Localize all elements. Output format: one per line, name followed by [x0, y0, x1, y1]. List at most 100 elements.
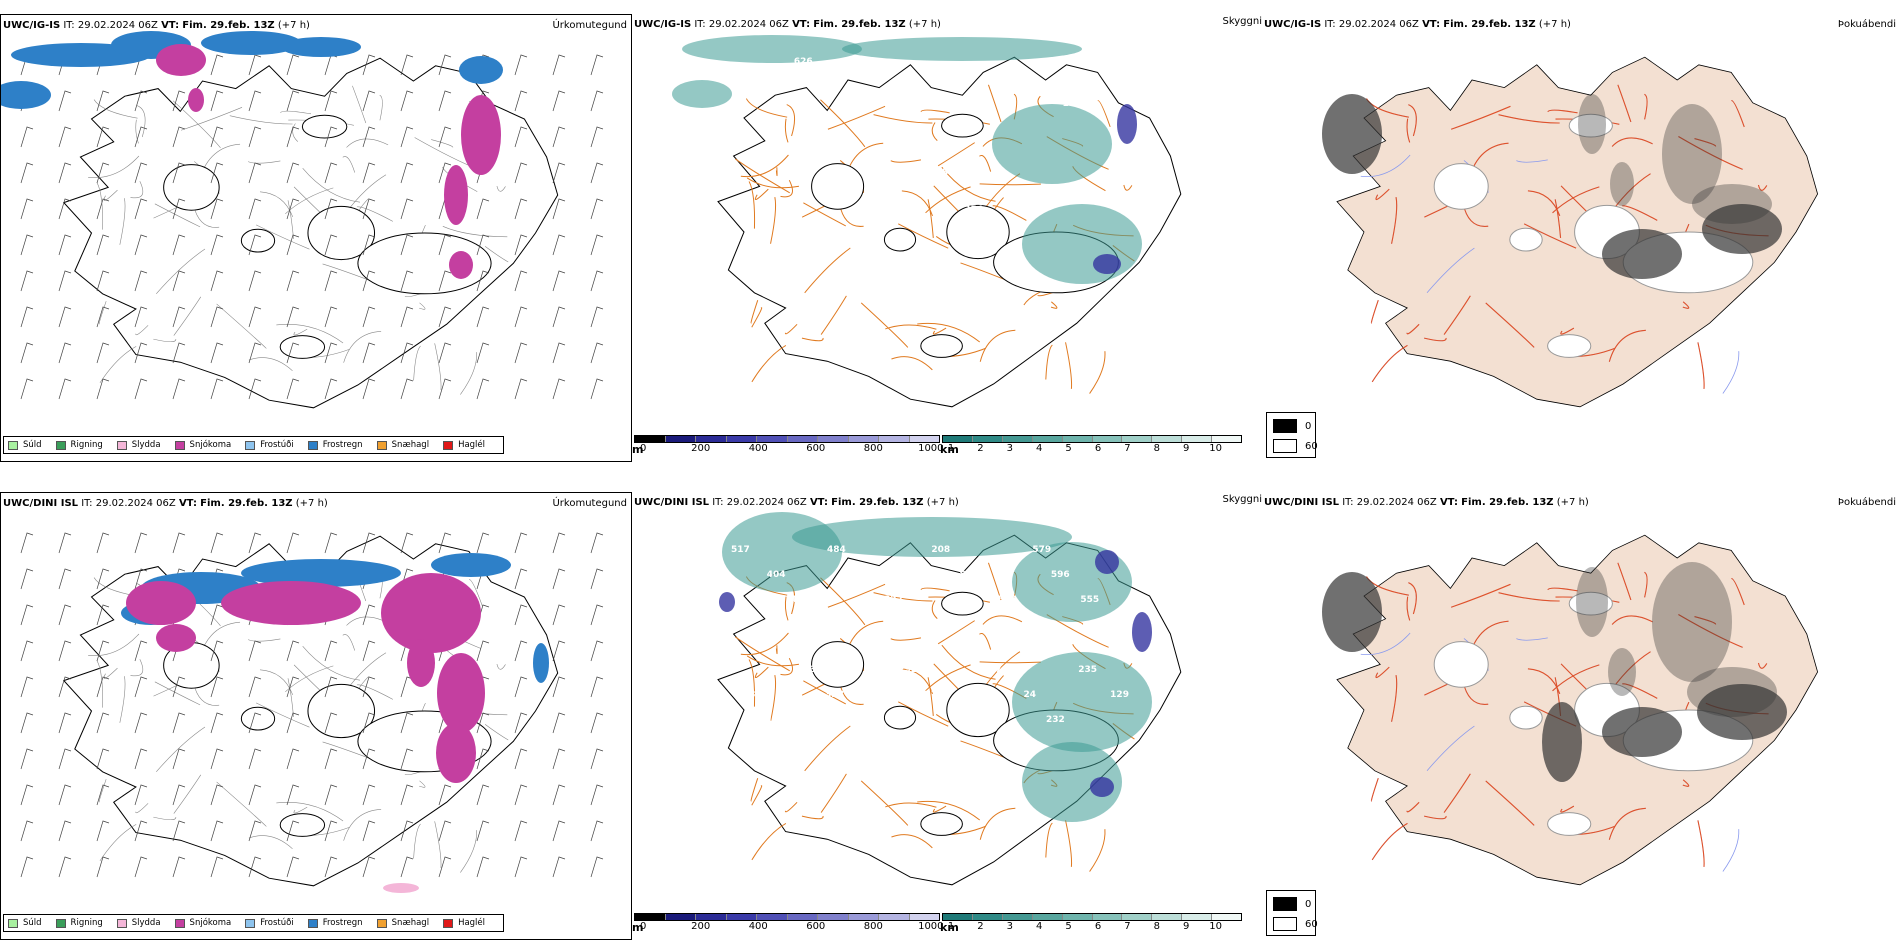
road-line — [1485, 302, 1535, 348]
visibility-value-label: 24 — [1024, 690, 1037, 700]
wind-barb — [20, 532, 34, 554]
road-line — [88, 155, 140, 178]
legend-label: Rigning — [70, 440, 103, 450]
road-line — [1045, 822, 1053, 858]
road-line — [1608, 329, 1646, 362]
precip-legend-item: Súld — [8, 440, 42, 450]
road-line — [770, 197, 777, 244]
road-line — [1406, 323, 1420, 335]
colorbar-cell — [787, 914, 818, 920]
wind-barb — [438, 162, 452, 184]
legend-swatch — [116, 440, 127, 450]
legend-swatch — [1273, 419, 1297, 433]
wind-barb — [552, 640, 566, 662]
road-line — [1371, 822, 1408, 861]
wind-barb — [172, 676, 186, 698]
wind-barb — [590, 532, 604, 554]
wind-barb — [590, 568, 604, 590]
road-line — [98, 779, 107, 803]
wind-barb — [552, 162, 566, 184]
colorbar-cell — [1152, 436, 1183, 442]
road-line — [1375, 188, 1390, 201]
wind-barb — [134, 640, 148, 662]
road-line — [1045, 344, 1053, 380]
wind-barb — [362, 856, 376, 878]
wind-barb — [210, 784, 224, 806]
road-line — [285, 187, 334, 215]
wind-barb — [286, 748, 300, 770]
river-line — [1722, 829, 1740, 872]
road-line — [153, 816, 177, 821]
wind-barb — [96, 532, 110, 554]
panel-title: UWC/IG-IS IT: 29.02.2024 06Z VT: Fim. 29… — [1264, 19, 1571, 30]
model-name: UWC/IG-IS — [3, 20, 61, 31]
road-line — [1560, 327, 1575, 335]
visibility-value-label: 415 — [791, 595, 810, 605]
colorbar-tick: 8 — [1153, 921, 1160, 932]
wind-barb — [552, 378, 566, 400]
colorbar-cell — [1002, 436, 1033, 442]
road-line — [803, 680, 846, 705]
wind-barb — [210, 676, 224, 698]
wind-barb — [514, 90, 528, 112]
road-line — [890, 637, 922, 641]
wind-barb — [58, 162, 72, 184]
road-line — [784, 801, 798, 813]
vis-m-colorbar-row1: 0 200 400 600 800 1000 m — [632, 435, 944, 456]
river-line — [1371, 823, 1408, 861]
fog-map-row1 — [1322, 56, 1819, 408]
visibility-value-label: 484 — [827, 545, 846, 555]
road-line — [431, 139, 454, 148]
wind-barb — [20, 784, 34, 806]
precip-panel-row2: UWC/DINI ISL IT: 29.02.2024 06Z VT: Fim.… — [0, 492, 632, 940]
road-line — [419, 780, 426, 788]
wind-barb — [286, 306, 300, 328]
river-line — [1722, 351, 1740, 394]
road-line — [103, 667, 118, 679]
visibility-panel-row2: 517 404 415 484 819 322 208 801 528 579 596 555 238 1… — [632, 492, 1262, 940]
wind-barb — [172, 532, 186, 554]
colorbar-tick: 9 — [1183, 921, 1190, 932]
road-line — [460, 352, 477, 395]
road-line — [897, 223, 949, 249]
colorbar-tick: 5 — [1065, 443, 1072, 454]
road-line — [891, 834, 933, 849]
wind-barb — [514, 198, 528, 220]
colorbar-cell — [757, 914, 788, 920]
precip-legend-row2: Súld Rigning Slydda Snjókoma Frostúði Frostre… — [3, 914, 505, 932]
road-line — [460, 830, 477, 873]
panel-name-precip: Úrkomutegund — [552, 498, 627, 509]
wind-barb — [134, 856, 148, 878]
wind-barb — [134, 712, 148, 734]
colorbar-tick: 600 — [806, 443, 826, 454]
wind-barb — [590, 90, 604, 112]
wind-barb — [400, 712, 414, 734]
glacier-outline — [1509, 705, 1543, 730]
wind-barb — [476, 532, 490, 554]
road-line — [746, 177, 800, 189]
wind-barb — [552, 234, 566, 256]
colorbar-cell — [696, 914, 727, 920]
road-line — [917, 322, 981, 343]
very-low-visibility-area — [1093, 254, 1121, 274]
wind-barb — [210, 532, 224, 554]
panel-title: UWC/DINI ISL IT: 29.02.2024 06Z VT: Fim.… — [3, 498, 328, 509]
wind-barb — [324, 198, 338, 220]
colorbar-tick: 0 — [639, 921, 647, 932]
wind-barb — [362, 54, 376, 76]
wind-barb — [590, 784, 604, 806]
colorbar-cell — [1092, 914, 1123, 920]
glacier-outline — [811, 163, 865, 210]
road-line — [746, 655, 800, 667]
visibility-value-label: 200 — [866, 715, 885, 725]
road-line — [293, 328, 308, 336]
glacier-outline — [1433, 163, 1489, 210]
road-line — [784, 118, 789, 143]
wind-barb — [20, 378, 34, 400]
road-line — [1554, 199, 1562, 238]
very-low-visibility-area — [1117, 104, 1137, 144]
wind-barb — [248, 162, 262, 184]
road-line — [1485, 780, 1535, 826]
road-line — [434, 343, 442, 390]
wind-barb — [248, 234, 262, 256]
